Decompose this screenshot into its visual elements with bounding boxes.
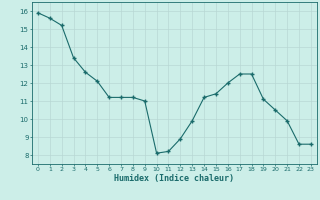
X-axis label: Humidex (Indice chaleur): Humidex (Indice chaleur) [115,174,234,183]
